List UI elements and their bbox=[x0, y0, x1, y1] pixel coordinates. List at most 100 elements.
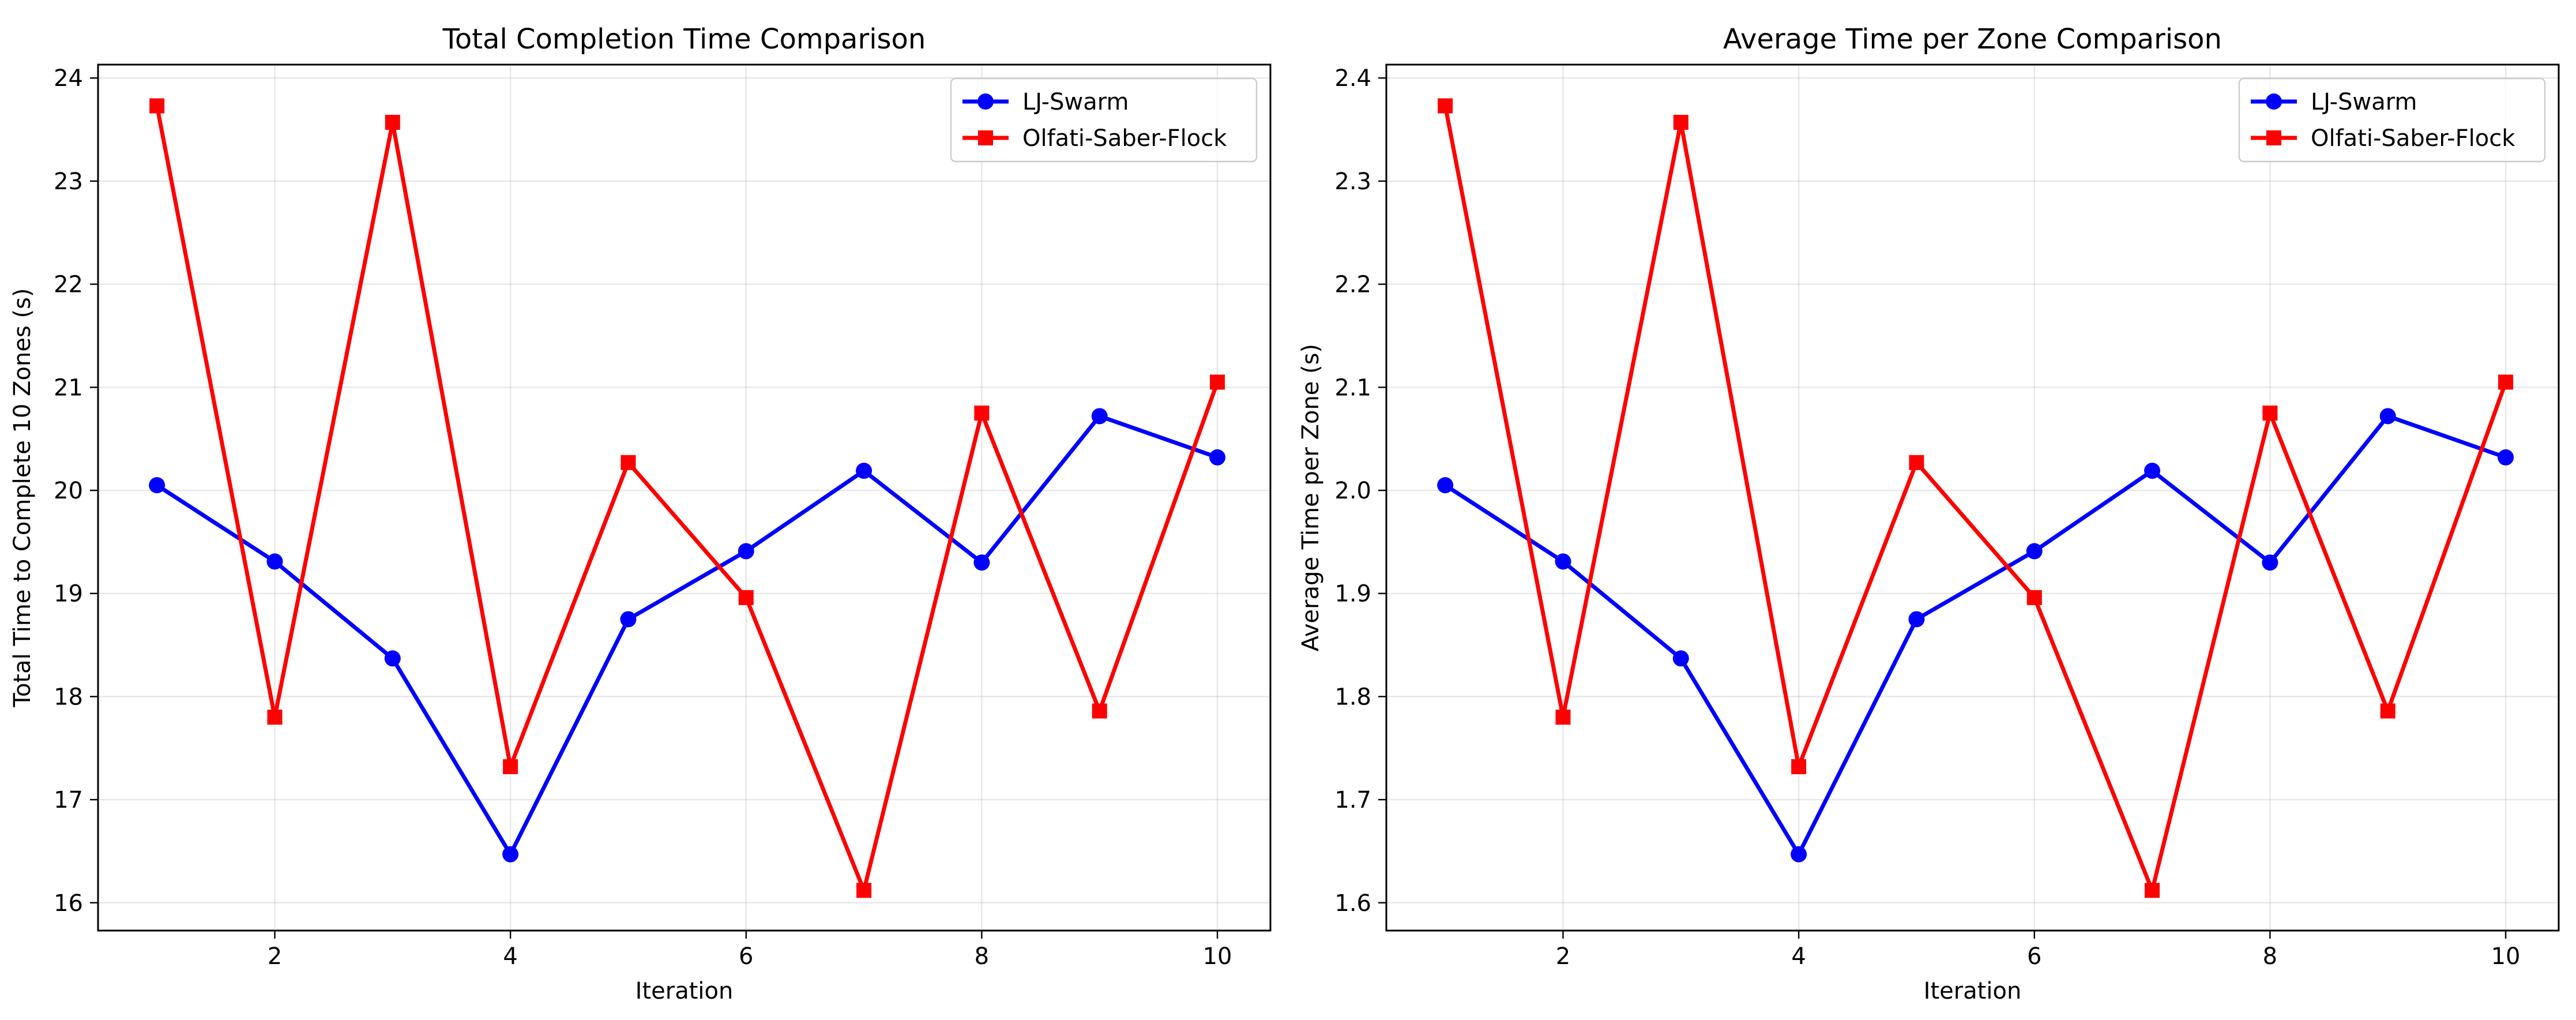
data-point bbox=[1555, 553, 1571, 570]
series-2 bbox=[1438, 98, 2514, 898]
y-tick-label: 22 bbox=[54, 272, 83, 298]
y-tick-label: 23 bbox=[54, 168, 83, 195]
legend-box bbox=[950, 77, 1258, 163]
data-point bbox=[2380, 703, 2396, 719]
y-axis-label: Total Time to Complete 10 Zones (s) bbox=[9, 288, 36, 707]
data-point bbox=[1908, 611, 1925, 628]
y-tick-label: 2.2 bbox=[1334, 272, 1371, 298]
legend-marker bbox=[2266, 130, 2281, 145]
data-point bbox=[149, 98, 165, 114]
data-point bbox=[738, 543, 754, 560]
y-tick-label: 1.7 bbox=[1334, 787, 1371, 813]
legend-label: Olfati-Saber-Flock bbox=[1022, 125, 1227, 152]
grid bbox=[98, 65, 1270, 931]
series-line bbox=[155, 103, 1220, 892]
data-point bbox=[2026, 543, 2043, 560]
data-point bbox=[1091, 408, 1108, 425]
data-point bbox=[385, 115, 400, 130]
data-point bbox=[2262, 405, 2278, 421]
x-tick-label: 2 bbox=[1556, 943, 1570, 970]
x-axis-label: Iteration bbox=[1924, 978, 2022, 1004]
legend-marker bbox=[2266, 93, 2282, 110]
y-tick-label: 17 bbox=[54, 787, 83, 813]
series-2 bbox=[149, 98, 1225, 898]
y-tick-label: 20 bbox=[54, 478, 83, 504]
x-tick-label: 4 bbox=[503, 943, 517, 970]
legend-label: LJ-Swarm bbox=[1022, 89, 1129, 115]
data-point bbox=[856, 883, 872, 898]
data-point bbox=[267, 710, 283, 725]
chart-title: Average Time per Zone Comparison bbox=[1723, 23, 2222, 55]
data-point bbox=[2379, 408, 2396, 425]
data-point bbox=[1438, 98, 1453, 114]
legend-marker bbox=[977, 93, 994, 110]
y-tick-label: 1.6 bbox=[1334, 890, 1371, 917]
data-point bbox=[738, 590, 754, 605]
data-point bbox=[266, 553, 283, 570]
axes-frame bbox=[97, 63, 1272, 932]
chart-title: Total Completion Time Comparison bbox=[442, 23, 926, 55]
x-tick-label: 6 bbox=[2027, 943, 2041, 970]
data-point bbox=[1672, 650, 1689, 667]
data-point bbox=[2262, 554, 2278, 571]
y-tick-label: 16 bbox=[54, 890, 83, 917]
data-point bbox=[503, 759, 518, 774]
data-point bbox=[502, 846, 519, 862]
data-point bbox=[1673, 115, 1688, 130]
data-point bbox=[2498, 374, 2514, 390]
y-tick-label: 18 bbox=[54, 684, 83, 710]
series-line bbox=[1443, 103, 2509, 892]
y-tick-label: 2.4 bbox=[1334, 65, 1371, 92]
axes-frame bbox=[1385, 63, 2560, 932]
data-point bbox=[1210, 374, 1225, 390]
data-point bbox=[384, 650, 401, 667]
data-point bbox=[2144, 463, 2161, 479]
chart-panel-2: 2 4 6 8 10 1.6 1.7 1.8 1.9 2.0 2.1 2.2 2.3 2.4 Average… bbox=[1298, 23, 2560, 1004]
legend-item-1: LJ-Swarm bbox=[2251, 89, 2417, 115]
data-point bbox=[1437, 477, 1454, 494]
series-line bbox=[1442, 414, 2509, 857]
legend-marker bbox=[978, 130, 993, 145]
grid bbox=[1386, 65, 2559, 931]
x-tick-label: 10 bbox=[2491, 943, 2521, 970]
legend-item-2: Olfati-Saber-Flock bbox=[2251, 125, 2515, 152]
x-tick-label: 10 bbox=[1203, 943, 1232, 970]
legend: LJ-Swarm Olfati-Saber-Flock bbox=[950, 77, 1258, 163]
x-tick-label: 6 bbox=[739, 943, 753, 970]
x-tick-label: 8 bbox=[2263, 943, 2277, 970]
data-point bbox=[620, 611, 637, 628]
data-point bbox=[1791, 759, 1807, 774]
legend-box bbox=[2238, 77, 2546, 163]
y-tick-label: 2.1 bbox=[1334, 374, 1371, 401]
legend-item-2: Olfati-Saber-Flock bbox=[962, 125, 1227, 152]
y-tick-label: 1.9 bbox=[1334, 581, 1371, 608]
data-point bbox=[974, 405, 990, 421]
legend-label: Olfati-Saber-Flock bbox=[2311, 125, 2515, 152]
x-tick-label: 2 bbox=[268, 943, 282, 970]
legend-label: LJ-Swarm bbox=[2311, 89, 2417, 115]
legend: LJ-Swarm Olfati-Saber-Flock bbox=[2238, 77, 2546, 163]
y-tick-label: 21 bbox=[54, 374, 83, 401]
y-tick-label: 24 bbox=[54, 65, 83, 92]
data-point bbox=[1555, 710, 1571, 725]
data-point bbox=[2498, 449, 2514, 466]
data-point bbox=[149, 477, 166, 494]
data-point bbox=[856, 463, 873, 479]
legend-item-1: LJ-Swarm bbox=[962, 89, 1129, 115]
x-axis-label: Iteration bbox=[635, 978, 734, 1004]
data-point bbox=[1791, 846, 1807, 862]
series-1 bbox=[149, 408, 1226, 862]
data-point bbox=[2145, 883, 2160, 898]
y-tick-label: 2.3 bbox=[1334, 168, 1371, 195]
x-tick-label: 4 bbox=[1791, 943, 1806, 970]
series-1 bbox=[1437, 408, 2514, 862]
y-tick-label: 19 bbox=[54, 581, 83, 608]
data-point bbox=[1909, 455, 1924, 470]
data-point bbox=[973, 554, 990, 571]
data-point bbox=[2026, 590, 2042, 605]
x-tick-label: 8 bbox=[975, 943, 989, 970]
y-tick-label: 1.8 bbox=[1334, 684, 1371, 710]
data-point bbox=[621, 455, 636, 470]
